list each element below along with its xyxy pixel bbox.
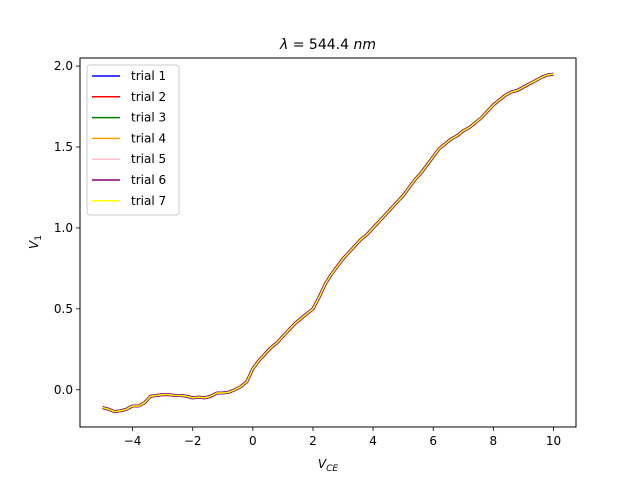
x-tick-label: −2 — [184, 434, 202, 448]
axes-frame — [79, 57, 577, 428]
x-tick-label: 0 — [249, 434, 257, 448]
series-line-7 — [102, 73, 554, 413]
x-tick-label: 4 — [369, 434, 377, 448]
x-axis-ticks: −4 −2 0 2 4 6 8 10 — [124, 427, 561, 448]
title-unit: nm — [353, 37, 376, 53]
chart-title: λ = 544.4 nm — [279, 37, 376, 53]
x-tick-label: 10 — [546, 434, 561, 448]
x-tick-label: 2 — [309, 434, 317, 448]
legend-label-5: trial 5 — [131, 152, 166, 166]
legend-label-1: trial 1 — [131, 69, 166, 83]
y-tick-label: 2.0 — [54, 59, 73, 73]
y-tick-label: 1.5 — [54, 140, 73, 154]
x-tick-label: 8 — [490, 434, 498, 448]
title-value: = 544.4 — [288, 37, 353, 53]
y-tick-label: 0.0 — [54, 383, 73, 397]
legend-label-7: trial 7 — [131, 194, 166, 208]
legend-label-4: trial 4 — [131, 131, 166, 145]
title-lambda: λ — [279, 37, 288, 53]
legend-box — [86, 64, 180, 216]
legend-label-2: trial 2 — [131, 90, 166, 104]
x-tick-label: −4 — [124, 434, 142, 448]
legend-label-3: trial 3 — [131, 111, 166, 125]
y-axis-label: V1 — [27, 235, 44, 249]
x-axis-label: VCE — [318, 457, 339, 474]
x-tick-label: 6 — [429, 434, 437, 448]
series-lines — [102, 72, 554, 414]
y-tick-label: 1.0 — [54, 221, 73, 235]
y-tick-label: 0.5 — [54, 302, 73, 316]
legend: trial 1 trial 2 trial 3 trial 4 trial 5 trial… — [86, 64, 180, 216]
y-axis-ticks: 0.0 0.5 1.0 1.5 2.0 — [54, 59, 80, 397]
legend-label-6: trial 6 — [131, 173, 166, 187]
